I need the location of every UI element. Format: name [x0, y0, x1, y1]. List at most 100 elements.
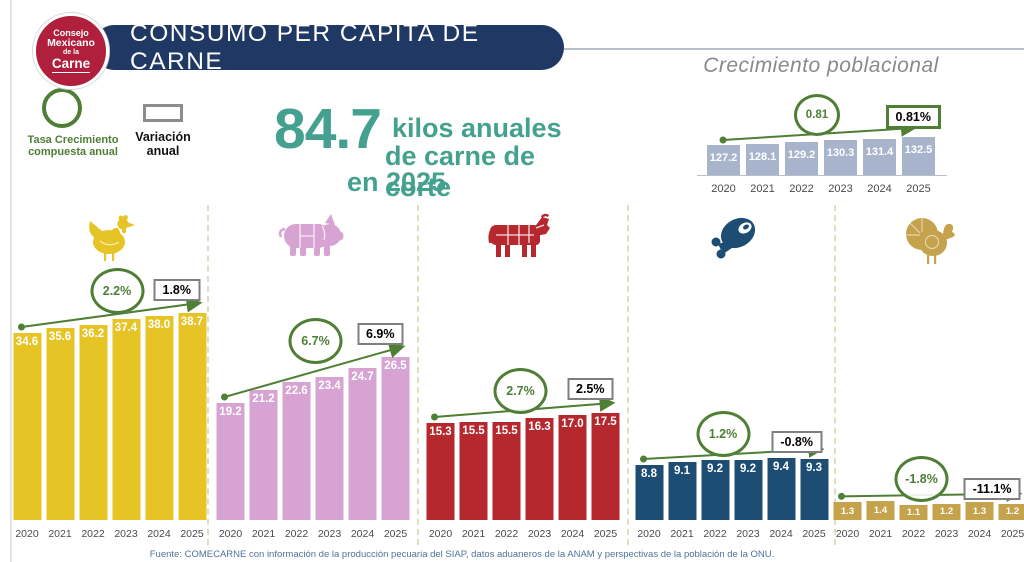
- bar-group: 19.2 21.2 22.6 23.4 24.7 26.5: [216, 357, 410, 520]
- headline-text: kilos anuales: [392, 113, 562, 143]
- bar-value-label: 26.5: [384, 360, 407, 372]
- cagr-value: -1.8%: [905, 471, 938, 486]
- year-label: 2022: [284, 528, 309, 540]
- cagr-legend-circle-icon: [42, 88, 82, 128]
- page-title-text: CONSUMO PER CÁPITA DE CARNE: [130, 19, 480, 75]
- bar-value-label: 38.7: [180, 316, 204, 328]
- cow-icon: [419, 211, 627, 261]
- year-axis: 2020 2021 2022 2023 2024 2025: [834, 528, 1024, 540]
- year-label: 2020: [428, 528, 453, 540]
- population-year-axis: 2020 2021 2022 2023 2024 2025: [707, 183, 935, 195]
- year-label: 2021: [670, 528, 694, 540]
- bar-value-label: 132.5: [904, 144, 933, 156]
- cagr-circle: -1.8%: [894, 455, 949, 502]
- bar: 9.4: [767, 458, 795, 520]
- year-label: 2023: [527, 528, 552, 540]
- bar-value-label: 1.3: [972, 505, 987, 517]
- bar-value-label: 24.7: [351, 371, 374, 384]
- comecarne-logo: Consejo Mexicano de la Carne: [33, 13, 109, 89]
- year-label: 2025: [1000, 528, 1024, 540]
- variation-box: -0.8%: [771, 431, 822, 454]
- bar-value-label: 19.2: [219, 406, 242, 418]
- source-note: Fuente: COMECARNE con información de la …: [149, 549, 775, 560]
- variation-box: 6.9%: [357, 323, 404, 345]
- cagr-value: 2.7%: [506, 384, 535, 398]
- variation-box: -11.1%: [963, 477, 1021, 500]
- year-label: 2020: [218, 528, 243, 540]
- chart-panel-cerdo: 19.2 21.2 22.6 23.4 24.7 26.5 2020 2021 2022 202…: [209, 205, 419, 545]
- bar-value-label: 1.2: [1005, 506, 1020, 518]
- variation-value: 6.9%: [366, 327, 395, 341]
- bar: 1.3: [965, 502, 994, 520]
- logo-line: Mexicano: [47, 37, 95, 50]
- chart-panel-pavo: 1.3 1.4 1.1 1.2 1.3 1.2 2020 2021 2022 2023 2024 2…: [833, 205, 1024, 545]
- bar: 131.4: [863, 138, 896, 175]
- bar: 17.0: [558, 415, 587, 520]
- variation-value: 2.5%: [576, 382, 605, 396]
- year-label: 2025: [180, 528, 204, 540]
- bar: 34.6: [13, 333, 41, 520]
- year-label: 2023: [114, 528, 138, 540]
- variation-legend-box-icon: [143, 104, 183, 122]
- variation-value: -11.1%: [972, 481, 1012, 496]
- bar-value-label: 17.0: [561, 418, 584, 431]
- year-label: 2022: [81, 528, 105, 540]
- bar-value-label: 1.1: [906, 507, 921, 518]
- year-label: 2024: [769, 528, 793, 540]
- bar-value-label: 15.3: [429, 426, 452, 438]
- chart-panel-jamon: 8.8 9.1 9.2 9.2 9.4 9.3 2020 2021 2022 2023 2024 2…: [629, 205, 836, 545]
- bar-value-label: 9.3: [806, 462, 822, 475]
- header-divider-line: [552, 48, 1024, 50]
- bar-group: 34.6 35.6 36.2 37.4 38.0 38.7: [13, 313, 206, 520]
- trend-arrow-icon: [221, 342, 406, 401]
- variation-value: 1.8%: [162, 283, 192, 297]
- bar-value-label: 35.6: [48, 331, 72, 344]
- year-label: 2023: [736, 528, 760, 540]
- bar-group: 15.3 15.5 15.5 16.3 17.0 17.5: [426, 413, 620, 520]
- bar-value-label: 9.1: [674, 464, 690, 477]
- variation-value: 0.81%: [895, 110, 931, 124]
- bar-value-label: 34.6: [15, 336, 39, 348]
- variation-legend-label: Variación anual: [135, 130, 191, 158]
- headline-value: 84.7: [274, 97, 382, 161]
- bar-value-label: 38.0: [147, 319, 171, 332]
- bar-value-label: 17.5: [594, 416, 617, 428]
- cagr-circle: 2.2%: [90, 268, 144, 314]
- cagr-value: 1.2%: [708, 427, 738, 442]
- ham-icon: [629, 211, 834, 261]
- bar: 1.2: [932, 503, 961, 520]
- bar-value-label: 16.3: [528, 421, 551, 434]
- cagr-value: 2.2%: [102, 284, 132, 298]
- variation-box: 1.8%: [153, 279, 200, 301]
- bar: 36.2: [79, 325, 107, 520]
- year-label: 2024: [560, 528, 585, 540]
- bar: 8.8: [635, 465, 663, 520]
- bar: 35.6: [46, 328, 74, 520]
- year-label: 2021: [750, 183, 775, 195]
- population-chart-title: Crecimiento poblacional: [703, 54, 939, 77]
- year-label: 2022: [494, 528, 519, 540]
- year-label: 2024: [147, 528, 171, 540]
- variation-box: 2.5%: [567, 378, 614, 400]
- year-label: 2020: [711, 183, 736, 195]
- bar-group: 8.8 9.1 9.2 9.2 9.4 9.3: [635, 458, 828, 520]
- bar-value-label: 36.2: [81, 328, 105, 341]
- chicken-icon: [12, 211, 207, 263]
- cagr-circle: 1.2%: [696, 411, 750, 458]
- year-label: 2021: [868, 528, 893, 540]
- bar: 9.1: [668, 461, 696, 520]
- year-label: 2025: [593, 528, 618, 540]
- bar: 128.1: [746, 143, 779, 175]
- population-axis-line: [697, 174, 947, 176]
- year-label: 2021: [48, 528, 72, 540]
- cagr-circle: 6.7%: [288, 318, 343, 364]
- bar: 129.2: [785, 141, 818, 175]
- bar-value-label: 131.4: [865, 145, 894, 158]
- bar-value-label: 1.2: [939, 506, 954, 518]
- bar-value-label: 15.5: [495, 425, 518, 438]
- bar: 15.3: [426, 423, 455, 520]
- bar: 9.2: [734, 460, 762, 520]
- chart-panel-res: 15.3 15.5 15.5 16.3 17.0 17.5 2020 2021 2022 202…: [419, 205, 629, 545]
- cagr-circle: 2.7%: [493, 368, 548, 414]
- year-label: 2024: [350, 528, 375, 540]
